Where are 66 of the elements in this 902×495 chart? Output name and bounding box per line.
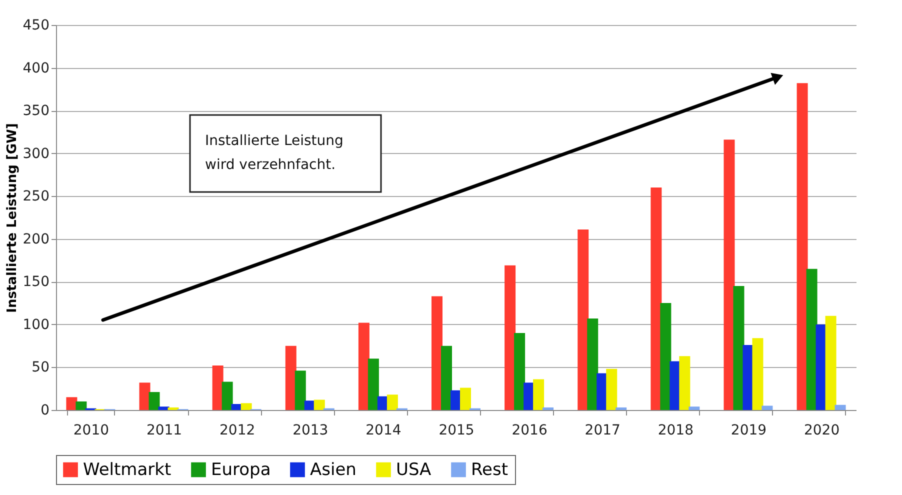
x-tick-label: 2020: [804, 422, 840, 438]
bar: [660, 303, 672, 410]
x-tick-label: 2019: [730, 422, 767, 438]
bar: [222, 382, 233, 410]
bar: [762, 406, 773, 410]
bar: [212, 366, 224, 410]
bar: [504, 265, 516, 410]
bar: [76, 401, 87, 410]
bar: [66, 397, 78, 410]
y-axis-title: Installierte Leistung [GW]: [4, 123, 20, 313]
bar: [616, 407, 627, 410]
bar: [834, 404, 846, 410]
x-tick-label: 2014: [366, 422, 402, 438]
bar: [358, 322, 370, 410]
annotation: Installierte Leistung wird verzehnfacht.: [205, 133, 344, 173]
x-tick-label: 2013: [292, 422, 328, 438]
y-tick-label: 400: [22, 60, 50, 76]
bar: [733, 286, 744, 410]
bar: [688, 406, 700, 410]
bar: [679, 356, 690, 410]
bar: [542, 407, 554, 410]
x-tick-label: 2012: [220, 422, 256, 438]
bar: [578, 229, 589, 410]
bar: [806, 268, 818, 410]
x-tick-label: 2018: [658, 422, 694, 438]
bar: [168, 407, 179, 410]
y-tick-label: 100: [22, 316, 50, 333]
bar: [724, 140, 735, 410]
bar: [441, 346, 452, 410]
bar: [285, 346, 296, 410]
bar: [139, 382, 150, 410]
bar: [460, 388, 471, 410]
bar: [650, 188, 662, 410]
bar: [432, 296, 443, 410]
bar: [294, 370, 306, 410]
legend-label: Europa: [211, 460, 271, 480]
bar: [314, 400, 325, 410]
x-tick-label: 2016: [512, 422, 548, 438]
bar: [796, 83, 808, 410]
legend-label: Weltmarkt: [83, 460, 172, 480]
bar: [587, 318, 598, 410]
y-tick-label: 150: [22, 274, 50, 290]
bar: [825, 316, 836, 410]
x-tick-label: 2011: [146, 422, 182, 438]
y-tick-label: 50: [32, 360, 50, 376]
legend-label: Asien: [310, 460, 356, 480]
legend-label: USA: [396, 460, 432, 480]
bar: [148, 392, 160, 410]
bar: [386, 394, 398, 410]
bar: [368, 358, 379, 410]
y-tick-label: 300: [22, 146, 50, 162]
legend-label: Rest: [471, 460, 508, 480]
x-tick-label: 2015: [438, 422, 474, 438]
bar: [158, 406, 170, 410]
bar: [514, 333, 526, 410]
y-tick-label: 0: [40, 402, 50, 418]
bar: [606, 368, 618, 410]
y-tick-label: 200: [22, 231, 50, 248]
y-tick-label: 250: [22, 188, 50, 205]
bar: [240, 403, 252, 410]
y-tick-label: 350: [22, 103, 50, 120]
bar: [533, 379, 544, 410]
y-tick-label: 450: [22, 18, 50, 34]
x-tick-label: 2010: [73, 422, 110, 438]
x-tick-label: 2017: [584, 422, 620, 438]
bar: [752, 338, 764, 410]
